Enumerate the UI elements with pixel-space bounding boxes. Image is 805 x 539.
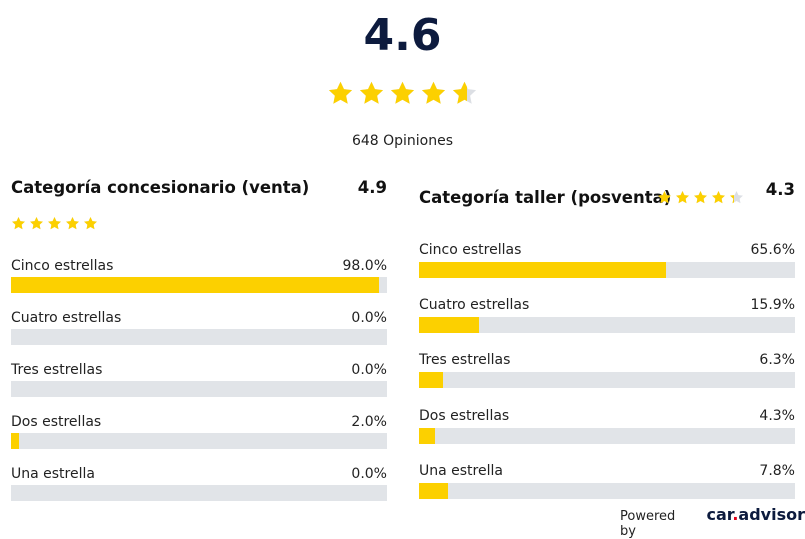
rating-row-percentage: 98.0% — [342, 258, 387, 274]
rating-row-label: Cuatro estrellas — [11, 310, 122, 326]
rating-bar-track — [11, 433, 387, 449]
rating-bar-fill — [11, 277, 380, 293]
rating-row-percentage: 4.3% — [759, 407, 795, 424]
category-title: Categoría concesionario (venta) — [11, 178, 310, 197]
star-icon — [420, 80, 447, 107]
rating-row-percentage: 0.0% — [351, 310, 387, 326]
rating-bar-track — [11, 277, 387, 293]
rating-bar-track — [419, 427, 795, 444]
rating-row-percentage: 65.6% — [750, 242, 795, 258]
overall-star-rating — [0, 80, 805, 107]
star-icon — [11, 216, 26, 231]
rating-row-label: Una estrella — [11, 466, 95, 482]
reviews-count: 648 Opiniones — [351, 133, 454, 149]
rating-row-label: Cinco estrellas — [419, 242, 522, 258]
rating-bar-track — [11, 329, 387, 345]
star-icon — [729, 190, 744, 205]
star-icon — [65, 216, 80, 231]
rating-row-label: Cinco estrellas — [11, 258, 114, 274]
star-icon — [657, 190, 672, 205]
rating-bar-fill — [419, 317, 479, 334]
rating-row-percentage: 0.0% — [351, 466, 387, 482]
rating-row-label: Una estrella — [419, 462, 503, 479]
rating-bar-track — [11, 485, 387, 501]
powered-by: Powered by car.advisor — [620, 505, 805, 539]
caradvisor-logo[interactable]: car.advisor — [706, 505, 805, 524]
rating-bar-track — [419, 317, 795, 334]
rating-bar-fill — [419, 482, 449, 499]
rating-row-label: Tres estrellas — [11, 362, 103, 378]
category-score: 4.3 — [765, 180, 795, 199]
overall-score: 4.6 — [363, 10, 442, 61]
rating-row-label: Tres estrellas — [419, 352, 511, 369]
category-star-rating — [657, 190, 744, 205]
powered-by-label: Powered by — [620, 509, 676, 539]
rating-bar-track — [419, 482, 795, 499]
star-icon — [29, 216, 44, 231]
rating-bar-fill — [419, 372, 443, 389]
rating-row-percentage: 15.9% — [750, 297, 795, 314]
rating-row-percentage: 6.3% — [759, 352, 795, 369]
rating-bar-fill — [419, 427, 436, 444]
rating-row-percentage: 7.8% — [759, 462, 795, 479]
star-icon — [389, 80, 416, 107]
star-icon — [47, 216, 62, 231]
rating-bar-track — [11, 381, 387, 397]
rating-bar-fill — [11, 433, 19, 449]
category-title: Categoría taller (posventa) — [419, 188, 672, 207]
rating-row-label: Cuatro estrellas — [419, 297, 530, 314]
rating-bar-track — [419, 372, 795, 389]
star-icon — [327, 80, 354, 107]
star-icon — [693, 190, 708, 205]
rating-bar-fill — [419, 262, 666, 278]
star-icon — [358, 80, 385, 107]
star-icon — [711, 190, 726, 205]
star-icon — [675, 190, 690, 205]
rating-bar-track — [419, 262, 795, 278]
rating-row-percentage: 0.0% — [351, 362, 387, 378]
star-icon — [451, 80, 478, 107]
rating-row-percentage: 2.0% — [351, 414, 387, 430]
rating-row-label: Dos estrellas — [419, 407, 510, 424]
category-score: 4.9 — [357, 178, 387, 197]
rating-row-label: Dos estrellas — [11, 414, 102, 430]
category-star-rating — [11, 216, 98, 231]
star-icon — [83, 216, 98, 231]
